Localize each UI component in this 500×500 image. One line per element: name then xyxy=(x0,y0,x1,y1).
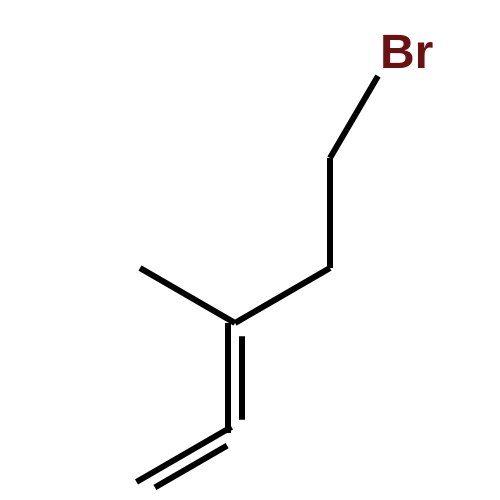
bond-line xyxy=(235,268,330,323)
bromine-label: Br xyxy=(380,26,433,79)
molecule-canvas: Br xyxy=(0,0,500,500)
bond-line xyxy=(330,76,378,158)
bond-line xyxy=(140,268,235,323)
